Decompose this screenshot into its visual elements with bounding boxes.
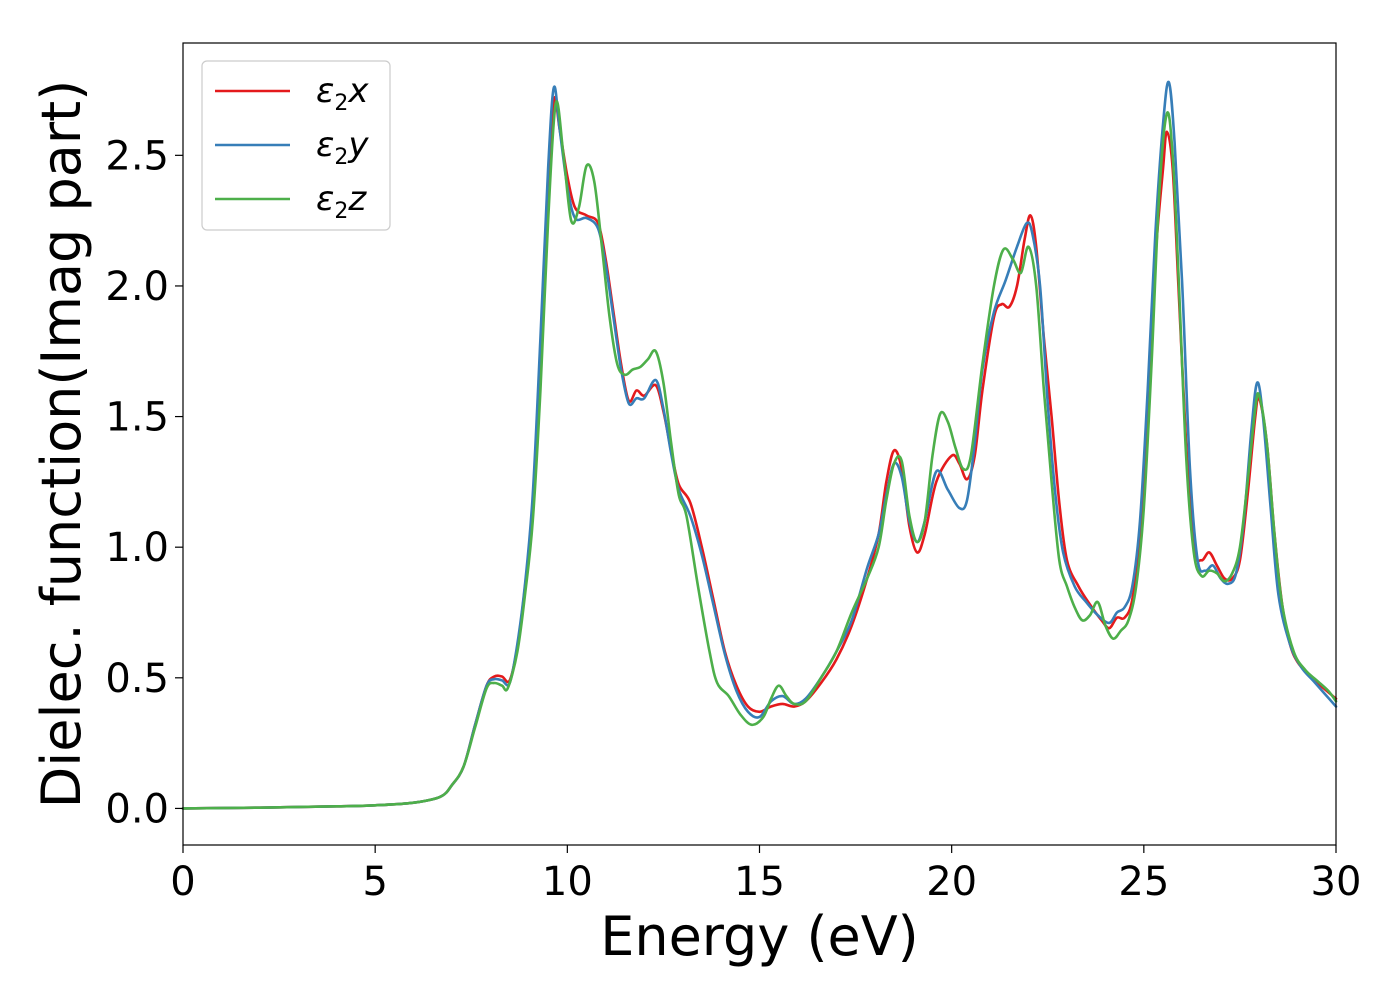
x-tick-label: 30 [1311, 859, 1362, 905]
x-tick-label: 15 [734, 859, 785, 905]
y-tick-label: 0.5 [105, 656, 169, 702]
y-tick-label: 1.0 [105, 525, 169, 571]
legend-label-y: ε2y [316, 125, 369, 170]
series-line-z [181, 100, 1338, 810]
x-tick-label: 5 [362, 859, 387, 905]
x-tick-label: 20 [926, 859, 977, 905]
series-line-y [181, 80, 1338, 810]
legend-label-x: ε2x [316, 71, 369, 116]
x-tick-label: 0 [170, 859, 195, 905]
x-axis: 0 5 10 15 20 25 30 [170, 845, 1361, 905]
series-group [181, 80, 1338, 810]
legend: ε2x ε2y ε2z [201, 60, 391, 231]
x-tick-label: 10 [542, 859, 593, 905]
legend-label-z: ε2z [316, 179, 367, 224]
y-tick-label: 2.0 [105, 264, 169, 310]
legend-box [201, 60, 391, 231]
y-tick-label: 0.0 [105, 786, 169, 832]
y-tick-label: 2.5 [105, 133, 169, 179]
x-tick-label: 25 [1118, 859, 1169, 905]
x-axis-label: Energy (eV) [600, 905, 919, 968]
y-axis: 0.0 0.5 1.0 1.5 2.0 2.5 [105, 133, 183, 832]
y-axis-label: Dielec. function(Imag part) [30, 80, 93, 809]
y-tick-label: 1.5 [105, 395, 169, 441]
